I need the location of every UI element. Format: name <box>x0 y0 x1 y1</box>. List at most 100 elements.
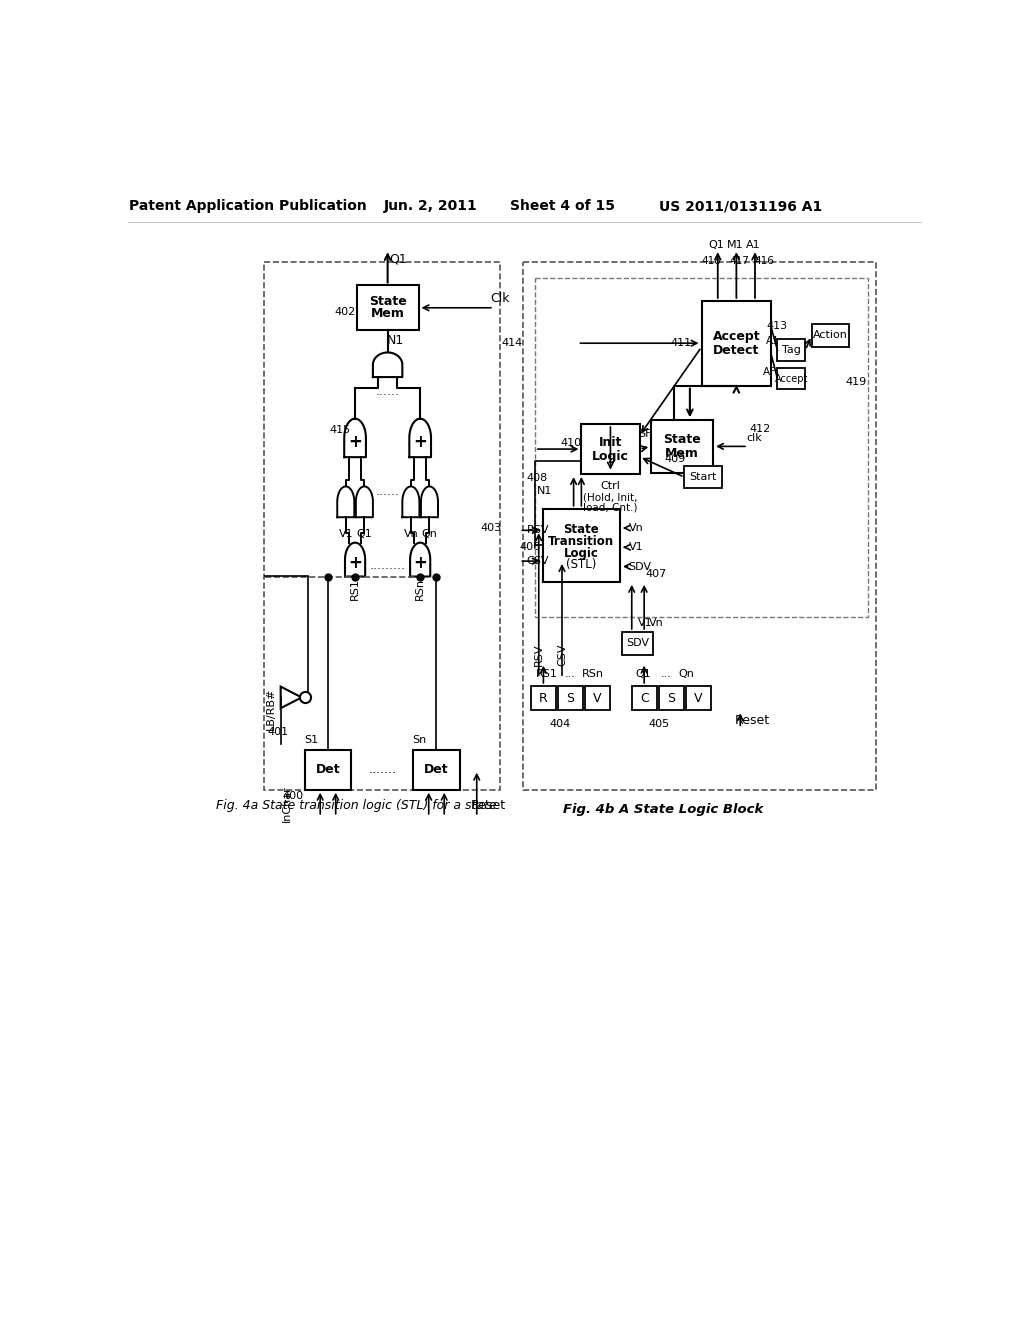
Text: Reset: Reset <box>471 799 506 812</box>
Text: CSV: CSV <box>557 644 567 667</box>
FancyBboxPatch shape <box>812 323 849 347</box>
Text: Accept: Accept <box>775 374 808 384</box>
FancyBboxPatch shape <box>684 466 722 488</box>
Text: load, Cnt.): load, Cnt.) <box>584 503 638 513</box>
Text: ...: ... <box>564 669 575 680</box>
Text: 412: 412 <box>749 424 770 434</box>
Text: 402: 402 <box>335 308 355 317</box>
Text: S: S <box>668 692 675 705</box>
Text: 414: 414 <box>502 338 523 348</box>
Text: A1: A1 <box>766 335 779 346</box>
Text: Detect: Detect <box>713 343 760 356</box>
Text: Mem: Mem <box>666 446 699 459</box>
Text: 403: 403 <box>480 523 502 533</box>
FancyBboxPatch shape <box>632 686 656 710</box>
Text: Reset: Reset <box>734 714 769 727</box>
FancyBboxPatch shape <box>701 301 771 385</box>
Text: 415: 415 <box>329 425 350 436</box>
Text: State: State <box>369 296 407 308</box>
FancyBboxPatch shape <box>582 424 640 474</box>
FancyBboxPatch shape <box>777 368 805 389</box>
Text: Transition: Transition <box>548 535 614 548</box>
Text: AF: AF <box>763 367 776 378</box>
Text: InChar: InChar <box>282 785 292 822</box>
Text: Jun. 2, 2011: Jun. 2, 2011 <box>383 199 477 213</box>
Text: 417: 417 <box>729 256 750 265</box>
Polygon shape <box>344 418 366 457</box>
Text: (STL): (STL) <box>566 558 597 572</box>
FancyBboxPatch shape <box>586 686 610 710</box>
Text: SF: SF <box>638 429 651 440</box>
Text: Tag: Tag <box>782 345 801 355</box>
Text: S: S <box>566 692 574 705</box>
Text: Q1: Q1 <box>389 252 408 265</box>
Text: RSn: RSn <box>415 578 425 599</box>
Text: R: R <box>539 692 548 705</box>
Text: ......: ...... <box>376 486 399 499</box>
Text: V1: V1 <box>638 618 653 628</box>
Text: V1: V1 <box>339 529 353 539</box>
Text: Init: Init <box>599 436 623 449</box>
Text: (Hold, Init,: (Hold, Init, <box>584 492 638 502</box>
Text: .........: ......... <box>370 560 406 573</box>
Text: LB/RB#: LB/RB# <box>266 688 276 730</box>
Text: Patent Application Publication: Patent Application Publication <box>129 199 367 213</box>
FancyBboxPatch shape <box>414 750 460 789</box>
Text: Logic: Logic <box>564 546 599 560</box>
FancyBboxPatch shape <box>305 750 351 789</box>
Text: 400: 400 <box>283 791 304 801</box>
Text: 419: 419 <box>846 376 867 387</box>
FancyBboxPatch shape <box>356 285 419 330</box>
Text: S1: S1 <box>304 735 318 744</box>
FancyBboxPatch shape <box>777 339 805 360</box>
Text: Ctrl: Ctrl <box>600 480 621 491</box>
Text: Fig. 4b A State Logic Block: Fig. 4b A State Logic Block <box>562 803 763 816</box>
Text: Sheet 4 of 15: Sheet 4 of 15 <box>510 199 614 213</box>
Text: +: + <box>414 554 427 573</box>
Text: Q1: Q1 <box>709 240 724 249</box>
Text: ...: ... <box>662 669 672 680</box>
Text: 413: 413 <box>767 321 788 331</box>
Text: Vn: Vn <box>629 523 644 533</box>
Text: clk: clk <box>746 433 762 444</box>
Text: Mem: Mem <box>371 308 404 321</box>
Text: Action: Action <box>813 330 848 341</box>
Text: A1: A1 <box>746 240 761 249</box>
FancyBboxPatch shape <box>651 420 713 473</box>
Text: V: V <box>593 692 602 705</box>
Text: Logic: Logic <box>592 450 629 462</box>
Text: 408: 408 <box>526 473 548 483</box>
Text: V1: V1 <box>629 543 644 552</box>
Text: Fig. 4a State transition logic (STL) for a state: Fig. 4a State transition logic (STL) for… <box>216 799 497 812</box>
Text: SDV: SDV <box>627 639 649 648</box>
Text: RS1: RS1 <box>536 669 557 680</box>
Text: .......: ....... <box>369 763 396 776</box>
Text: 409: 409 <box>665 454 686 463</box>
Text: RSV: RSV <box>526 525 549 536</box>
Text: Q1: Q1 <box>636 669 651 680</box>
Text: RSn: RSn <box>582 669 604 680</box>
Polygon shape <box>402 487 420 517</box>
Text: CSV: CSV <box>526 556 549 566</box>
Text: 401: 401 <box>268 727 289 737</box>
Text: 406: 406 <box>519 543 541 552</box>
Text: +: + <box>348 554 362 573</box>
Text: Start: Start <box>689 473 717 482</box>
Text: N1: N1 <box>387 334 404 347</box>
Text: V: V <box>694 692 702 705</box>
Text: 404: 404 <box>550 719 571 730</box>
Text: Vn: Vn <box>649 618 664 628</box>
Text: C: C <box>640 692 648 705</box>
Text: 416: 416 <box>755 256 774 265</box>
Text: State: State <box>664 433 701 446</box>
FancyBboxPatch shape <box>686 686 711 710</box>
Text: SDV: SDV <box>628 561 651 572</box>
Text: +: + <box>414 433 427 450</box>
Polygon shape <box>356 487 373 517</box>
Text: US 2011/0131196 A1: US 2011/0131196 A1 <box>658 199 822 213</box>
Text: Det: Det <box>424 763 449 776</box>
Text: Qn: Qn <box>422 529 437 539</box>
Text: Qn: Qn <box>678 669 694 680</box>
FancyBboxPatch shape <box>558 686 583 710</box>
Text: Sn: Sn <box>413 735 427 744</box>
